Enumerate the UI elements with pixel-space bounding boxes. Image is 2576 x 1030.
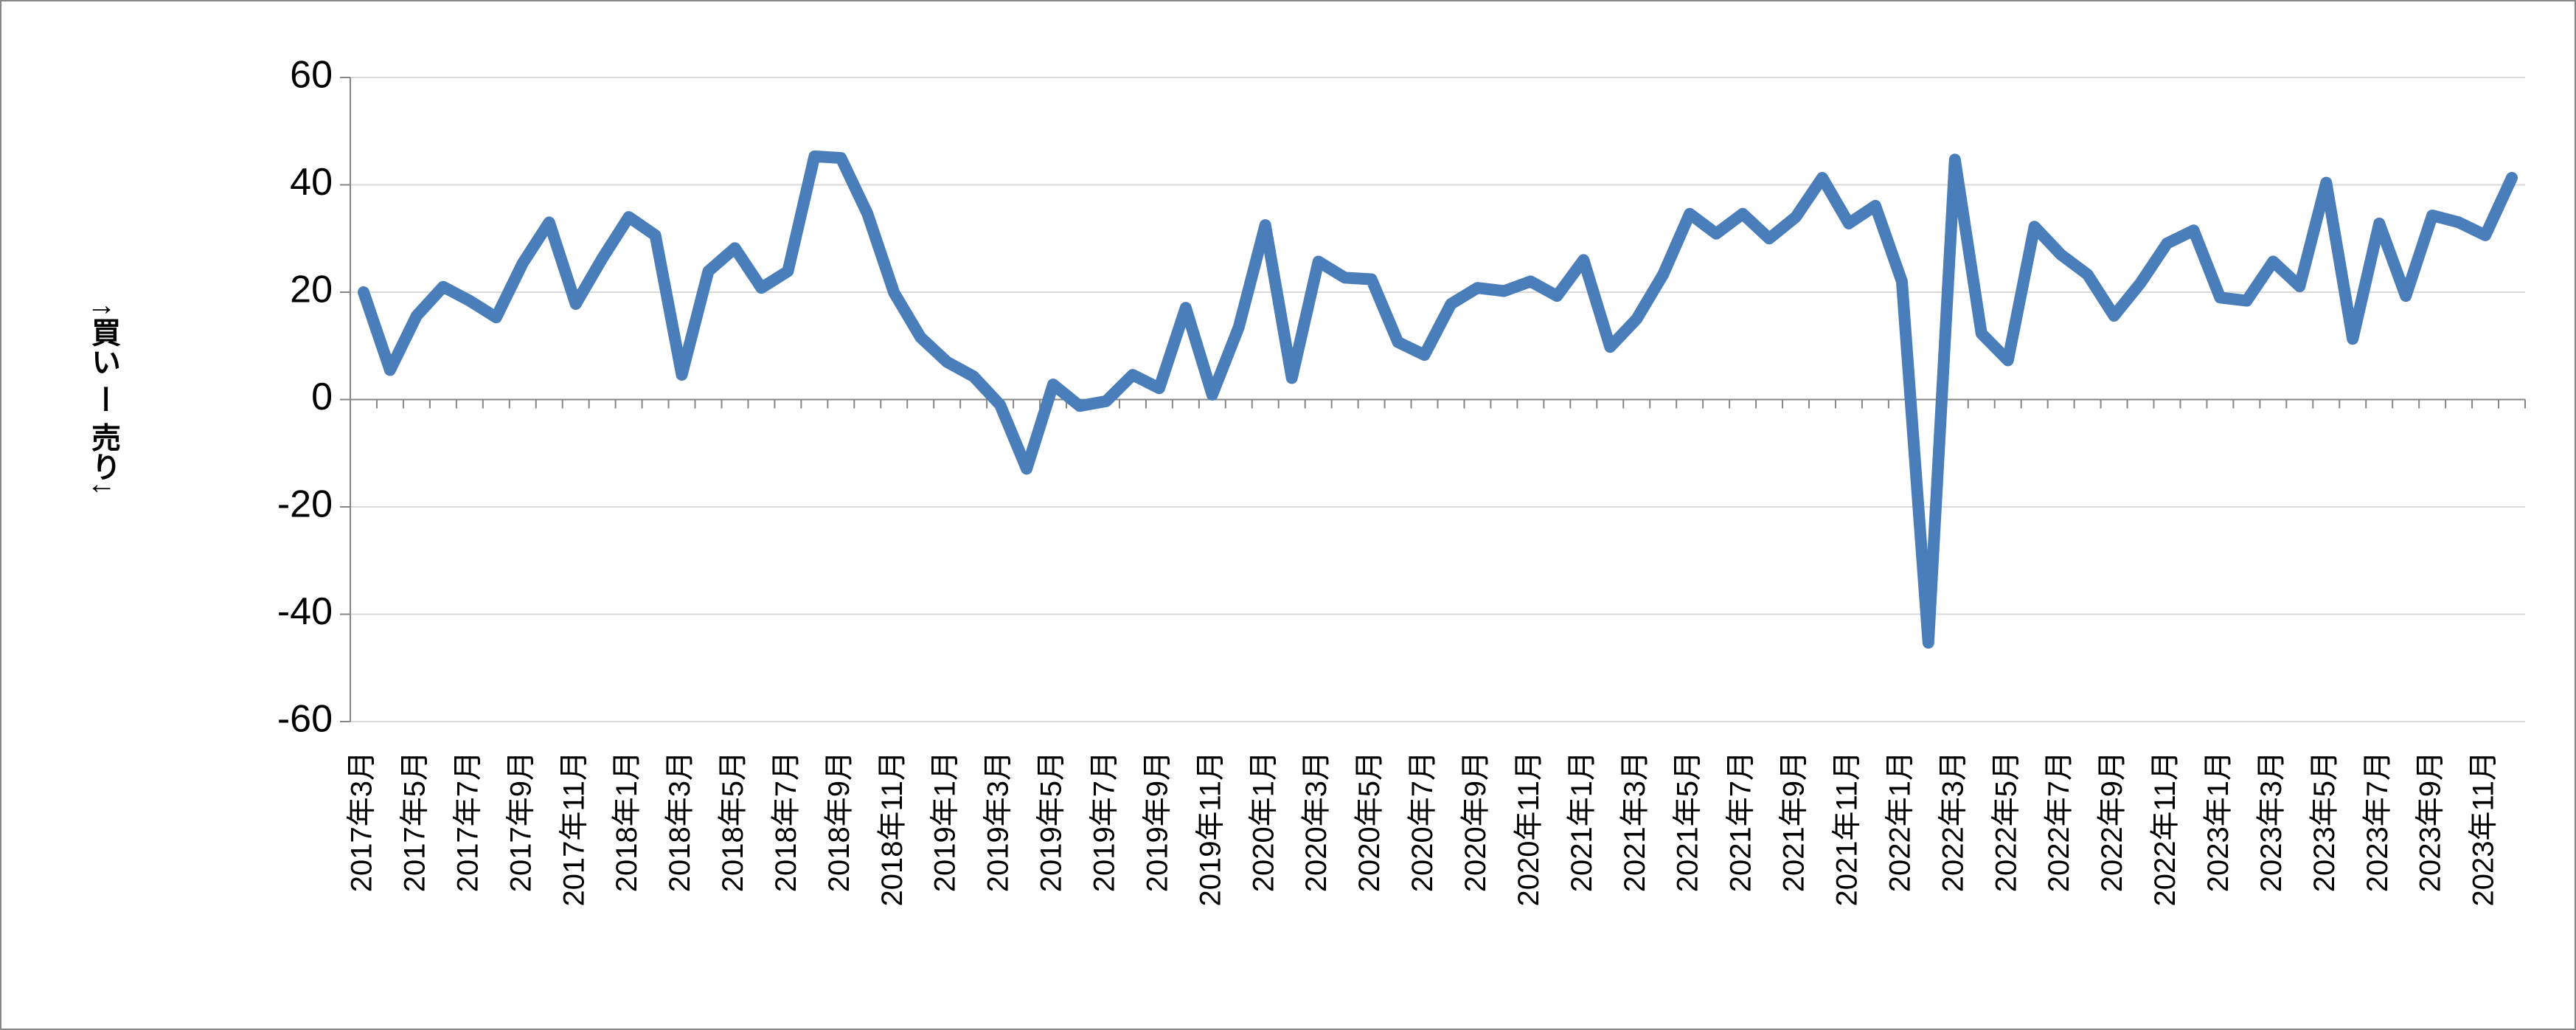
y-tick-label: 0 <box>311 376 333 418</box>
y-tick-label: -60 <box>277 698 333 741</box>
x-tick-label: 2023年1月 <box>2202 751 2235 892</box>
x-tick-label: 2017年3月 <box>346 751 378 892</box>
x-tick-label: 2019年7月 <box>1089 751 1121 892</box>
x-tick-label: 2020年9月 <box>1459 751 1492 892</box>
x-tick-label: 2019年5月 <box>1035 751 1068 892</box>
x-tick-label: 2021年9月 <box>1778 751 1811 892</box>
x-tick-label: 2019年11月 <box>1194 751 1226 907</box>
x-tick-label: 2022年3月 <box>1937 751 1969 892</box>
x-tick-label: 2018年1月 <box>611 751 643 892</box>
x-tick-label: 2017年11月 <box>558 751 590 907</box>
x-tick-label: 2021年7月 <box>1725 751 1757 892</box>
x-tick-label: 2023年11月 <box>2468 751 2500 907</box>
x-tick-label: 2017年7月 <box>451 751 484 892</box>
data-line <box>358 150 2518 649</box>
y-tick-label: 60 <box>290 54 333 97</box>
x-tick-label: 2023年7月 <box>2361 751 2394 892</box>
x-tick-label: 2023年5月 <box>2308 751 2341 892</box>
x-tick-label: 2021年11月 <box>1830 751 1863 907</box>
x-tick-label: 2018年11月 <box>876 751 909 907</box>
y-tick-label: -20 <box>277 483 333 526</box>
x-tick-label: 2022年1月 <box>1884 751 1916 892</box>
x-tick-label: 2018年5月 <box>717 751 749 892</box>
y-tick-label: 40 <box>290 161 333 204</box>
x-tick-label: 2021年5月 <box>1672 751 1704 892</box>
x-tick-label: 2020年7月 <box>1406 751 1439 892</box>
x-tick-label: 2017年5月 <box>398 751 431 892</box>
x-tick-label: 2023年3月 <box>2255 751 2288 892</box>
y-tick-label: -40 <box>277 590 333 633</box>
x-tick-label: 2018年9月 <box>823 751 855 892</box>
x-tick-label: 2019年1月 <box>929 751 962 892</box>
x-tick-label: 2020年1月 <box>1247 751 1280 892</box>
y-axis-title: ↑買い ー 売り↓ <box>87 303 121 496</box>
x-tick-label: 2020年11月 <box>1513 751 1545 907</box>
x-tick-label: 2019年3月 <box>982 751 1015 892</box>
y-tick-label: 20 <box>290 269 333 311</box>
x-tick-label: 2020年5月 <box>1353 751 1386 892</box>
x-tick-label: 2022年11月 <box>2149 751 2181 907</box>
x-tick-label: 2018年7月 <box>770 751 802 892</box>
x-tick-label: 2022年7月 <box>2043 751 2075 892</box>
x-tick-label: 2020年3月 <box>1300 751 1333 892</box>
x-tick-label: 2019年9月 <box>1141 751 1173 892</box>
x-tick-label: 2017年9月 <box>504 751 537 892</box>
x-tick-label: 2021年3月 <box>1619 751 1651 892</box>
x-tick-label: 2018年3月 <box>664 751 696 892</box>
x-tick-label: 2023年9月 <box>2414 751 2447 892</box>
x-tick-label: 2022年9月 <box>2096 751 2128 892</box>
x-tick-label: 2021年1月 <box>1566 751 1598 892</box>
x-tick-label: 2022年5月 <box>1990 751 2022 892</box>
